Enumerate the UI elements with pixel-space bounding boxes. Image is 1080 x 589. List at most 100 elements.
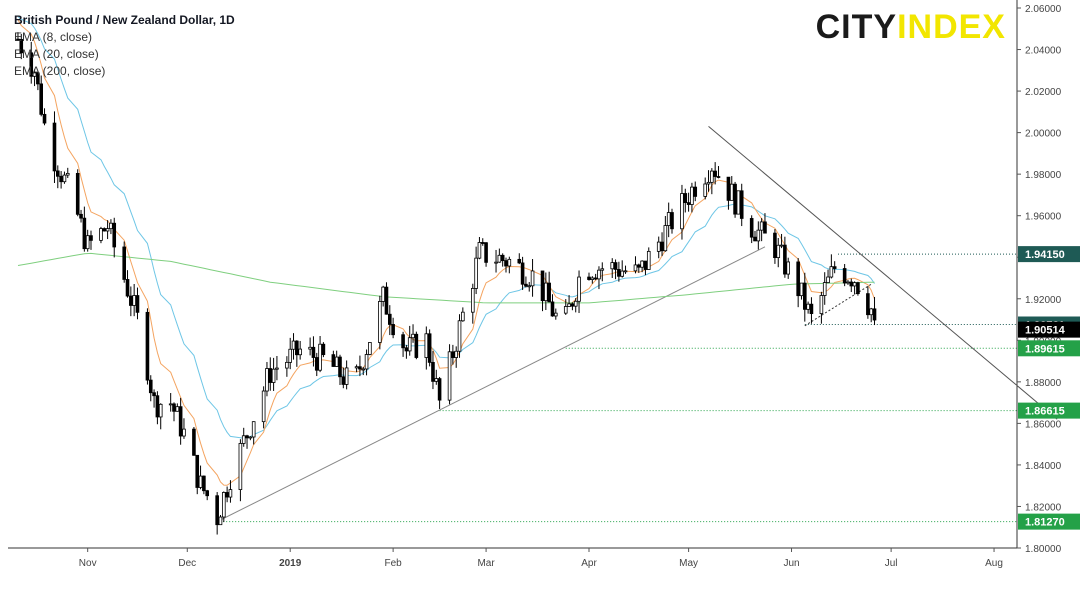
candle-body <box>829 266 834 278</box>
candle-body <box>597 269 601 280</box>
y-tick-label: 2.04000 <box>1025 46 1062 57</box>
candle-body <box>666 212 671 226</box>
candle-body <box>683 193 688 204</box>
candle-body <box>680 193 684 230</box>
candle-body <box>822 282 827 296</box>
candle-body <box>846 281 850 284</box>
candle-body <box>205 490 210 497</box>
x-tick-label: May <box>679 558 698 569</box>
candle-body <box>341 376 346 385</box>
candle-body <box>663 225 668 252</box>
candle-body <box>480 242 485 244</box>
candle-body <box>660 241 664 252</box>
candle-body <box>507 258 512 267</box>
candle-body <box>749 218 754 238</box>
candle-body <box>158 403 163 418</box>
candle-body <box>474 257 478 289</box>
x-tick-label: 2019 <box>279 558 302 569</box>
candle-body <box>783 244 787 275</box>
x-tick-label: Aug <box>985 558 1003 569</box>
candle-body <box>437 378 442 401</box>
candle-body <box>168 403 173 406</box>
candle-body <box>736 190 741 215</box>
candle-body <box>457 320 462 352</box>
candle-body <box>125 279 130 297</box>
candle-body <box>112 222 117 248</box>
candle-body <box>573 300 578 307</box>
candle-body <box>182 428 186 437</box>
chart-title: British Pound / New Zealand Dollar, 1D <box>14 13 235 27</box>
candle-body <box>796 261 800 297</box>
candle-body <box>218 516 223 526</box>
candle-body <box>228 489 233 498</box>
candle-body <box>225 492 229 498</box>
candle-body <box>295 340 299 356</box>
candle-body <box>109 222 113 230</box>
x-tick-label: Apr <box>581 558 597 569</box>
candle-body <box>378 301 382 343</box>
candle-body <box>554 312 558 317</box>
y-tick-label: 1.82000 <box>1025 502 1062 513</box>
candle-body <box>656 241 661 252</box>
y-tick-label: 1.98000 <box>1025 170 1062 181</box>
candle-body <box>806 303 810 310</box>
candle-body <box>593 277 598 280</box>
candle-body <box>500 254 505 262</box>
candle-body <box>245 435 249 439</box>
candle-body <box>344 367 349 385</box>
candle-body <box>152 392 156 397</box>
candle-body <box>799 282 804 297</box>
candle-body <box>842 268 847 284</box>
candle-body <box>89 235 93 241</box>
candle-body <box>238 443 243 491</box>
candle-body <box>172 403 176 412</box>
candle-body <box>241 435 246 444</box>
candle-body <box>504 260 508 267</box>
candle-body <box>407 337 412 352</box>
candle-body <box>29 52 34 77</box>
candle-body <box>494 261 498 264</box>
candle-body <box>832 266 837 269</box>
candle-body <box>401 334 405 349</box>
candle-body <box>265 368 269 392</box>
price-badge <box>1018 513 1080 530</box>
candle-body <box>713 170 717 177</box>
candle-body <box>411 333 415 339</box>
ema-8-line <box>17 19 875 486</box>
candle-body <box>646 250 651 270</box>
candle-body <box>331 354 336 367</box>
candle-body <box>178 406 183 437</box>
candle-body <box>613 262 618 270</box>
candle-body <box>706 181 711 185</box>
candle-body <box>36 72 40 85</box>
candle-body <box>563 306 568 314</box>
candle-body <box>693 186 698 197</box>
candle-body <box>776 244 781 259</box>
legend-ema-8: EMA (8, close) <box>14 30 93 44</box>
legend-ema-20: EMA (20, close) <box>14 47 99 61</box>
candle-body <box>550 301 555 317</box>
candle-body <box>354 366 359 369</box>
candle-body <box>431 361 435 382</box>
candle-body <box>803 282 807 310</box>
candle-body <box>261 390 266 423</box>
y-tick-label: 1.96000 <box>1025 212 1062 223</box>
candle-body <box>623 270 628 273</box>
candle-body <box>358 366 362 370</box>
candle-body <box>155 395 160 418</box>
candle-body <box>361 368 366 371</box>
candle-body <box>773 232 777 259</box>
y-tick-label: 1.80000 <box>1025 544 1062 555</box>
candle-body <box>756 229 761 242</box>
candle-body <box>318 343 322 371</box>
candle-body <box>779 244 784 247</box>
candle-body <box>637 264 641 268</box>
candle-body <box>710 170 714 183</box>
candle-body <box>567 303 571 307</box>
candle-body <box>334 356 339 367</box>
candle-body <box>809 303 814 315</box>
trendline <box>804 283 872 327</box>
candle-body <box>82 217 87 250</box>
candle-body <box>451 351 455 358</box>
